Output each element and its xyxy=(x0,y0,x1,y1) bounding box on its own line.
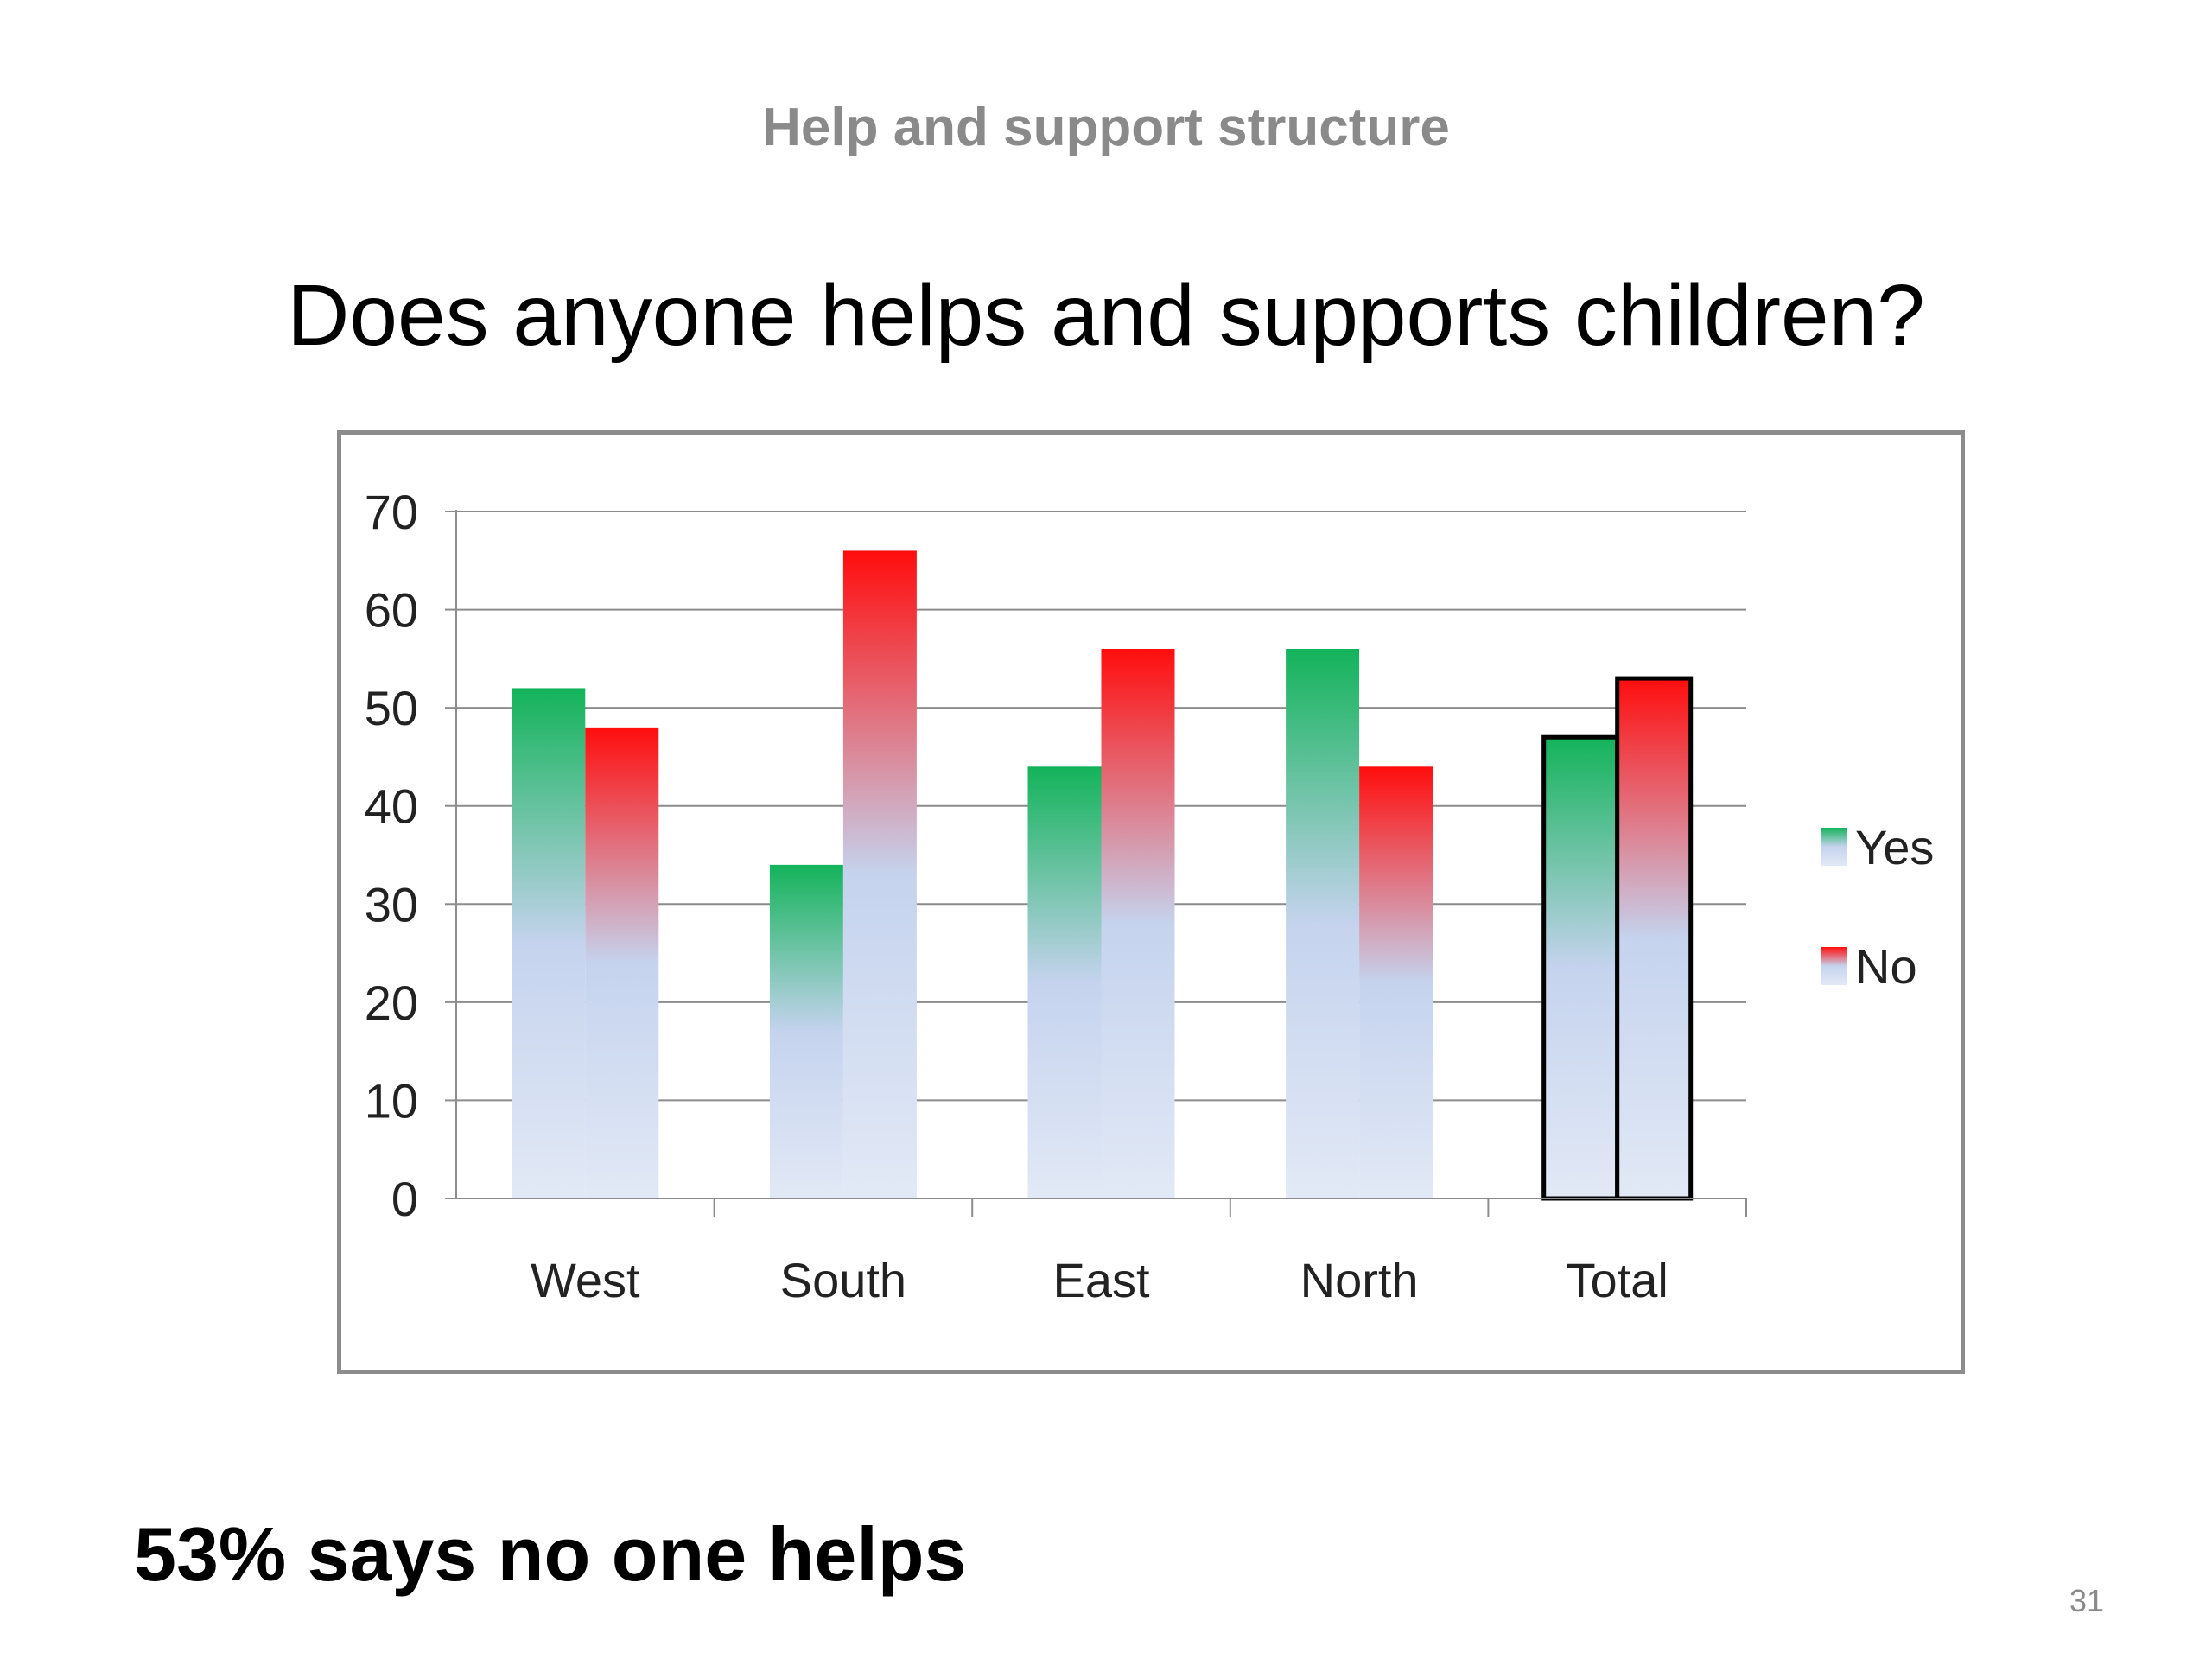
bar-west-yes xyxy=(512,688,586,1198)
x-tick-label: North xyxy=(1300,1253,1419,1307)
y-tick-label: 50 xyxy=(365,681,418,735)
tick-labels: 0 10 20 30 40 50 60 70 West South East North Total xyxy=(365,485,1669,1307)
bar-east-yes xyxy=(1027,766,1102,1198)
legend: Yes No xyxy=(1821,820,1934,994)
bar-chart: 0 10 20 30 40 50 60 70 West South East North Total Y… xyxy=(365,485,1935,1307)
y-tick-label: 70 xyxy=(365,485,418,539)
bar-east-no xyxy=(1101,649,1175,1198)
slide-question: Does anyone helps and supports children? xyxy=(287,267,1925,364)
bar-total-yes xyxy=(1541,734,1620,1201)
y-tick-label: 20 xyxy=(365,976,418,1030)
bar-total-no xyxy=(1615,676,1694,1201)
bar-north-yes xyxy=(1286,649,1360,1198)
x-tick-label: West xyxy=(531,1253,640,1307)
slide-header: Help and support structure xyxy=(762,98,1450,157)
y-tick-label: 10 xyxy=(365,1073,418,1128)
x-tick-label: South xyxy=(780,1253,906,1307)
legend-key-no xyxy=(1821,947,1847,985)
axes xyxy=(445,510,1747,1217)
y-tick-label: 30 xyxy=(365,877,418,931)
x-tick-label: Total xyxy=(1567,1253,1669,1307)
legend-label-yes: Yes xyxy=(1855,820,1934,874)
bar-west-no xyxy=(585,727,659,1198)
conclusion-text: 53% says no one helps xyxy=(134,1511,967,1597)
y-tick-label: 0 xyxy=(391,1172,418,1226)
y-tick-label: 40 xyxy=(365,779,418,834)
legend-key-yes xyxy=(1821,828,1847,866)
bar-south-yes xyxy=(769,864,843,1198)
chart-frame: 0 10 20 30 40 50 60 70 West South East North Total Y… xyxy=(337,430,1965,1374)
legend-label-no: No xyxy=(1855,939,1917,994)
bars xyxy=(512,550,1694,1201)
bar-north-no xyxy=(1359,766,1433,1198)
x-tick-label: East xyxy=(1052,1253,1149,1307)
bar-south-no xyxy=(842,550,917,1198)
y-tick-label: 60 xyxy=(365,583,418,638)
page-number: 31 xyxy=(2069,1583,2104,1618)
